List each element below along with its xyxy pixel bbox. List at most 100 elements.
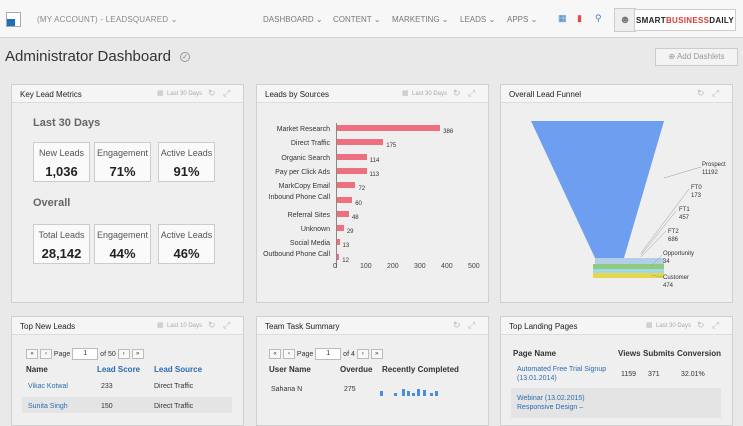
funnel-stage: [593, 269, 664, 273]
bar-category-label: Inbound Phone Call: [268, 193, 331, 201]
section-label: Overall: [33, 197, 71, 209]
refresh-icon[interactable]: ↻: [208, 88, 216, 98]
x-tick-label: 0: [333, 263, 337, 270]
next-page-button[interactable]: ›: [117, 349, 130, 359]
bar-value-label: 386: [443, 129, 454, 135]
nav-leads[interactable]: LEADS ⌄: [460, 15, 496, 24]
col-header[interactable]: Views: [618, 349, 641, 358]
expand-icon[interactable]: ⤢: [468, 88, 476, 98]
user-icon[interactable]: ☻: [614, 8, 636, 32]
bar[interactable]: [336, 167, 367, 174]
expand-icon[interactable]: ⤢: [468, 320, 476, 330]
refresh-icon[interactable]: ↻: [697, 88, 705, 98]
page-input[interactable]: 1: [72, 348, 99, 360]
bar-category-label: Market Research: [276, 126, 330, 133]
date-range[interactable]: Last 30 Days: [412, 91, 448, 97]
bar[interactable]: [336, 125, 441, 131]
date-range[interactable]: Last 10 Days: [167, 323, 203, 329]
col-header[interactable]: Lead Score: [97, 365, 141, 374]
leads-by-sources-panel: Leads by Sources ▦ Last 30 Days ↻ ⤢ Mark…: [256, 84, 489, 303]
calendar-icon[interactable]: ▦: [157, 322, 164, 329]
calendar-icon[interactable]: ▦: [157, 90, 164, 97]
date-range[interactable]: Last 30 Days: [167, 91, 203, 97]
check-circle-icon: ✓: [180, 52, 190, 62]
nav-marketing[interactable]: MARKETING ⌄: [392, 15, 449, 24]
bar-value-label: 13: [342, 243, 350, 250]
metric-total-leads: Total Leads 28,142: [33, 224, 90, 264]
brand-watermark: SMARTBUSINESSDAILY: [634, 9, 736, 31]
app-logo-icon[interactable]: [6, 12, 21, 27]
col-header[interactable]: Overdue: [340, 365, 373, 374]
calendar-icon[interactable]: ▦: [646, 322, 653, 329]
prev-page-button[interactable]: ‹: [39, 349, 52, 359]
funnel-label: FT1 457: [679, 207, 690, 221]
views-value: 1159: [621, 371, 637, 378]
nav-apps[interactable]: APPS ⌄: [507, 15, 538, 24]
first-page-button[interactable]: «: [269, 349, 281, 359]
calendar-icon[interactable]: ▦: [558, 13, 567, 23]
landing-page-link[interactable]: Automated Free Trial Signup (13.01.2014): [517, 366, 607, 382]
col-header[interactable]: User Name: [269, 365, 311, 374]
first-page-button[interactable]: «: [26, 349, 38, 359]
bar-category-label: Referral Sites: [287, 211, 330, 219]
col-header[interactable]: Submits: [643, 349, 675, 358]
sparkline-bar: [402, 389, 405, 396]
expand-icon[interactable]: ⤢: [223, 88, 231, 98]
nav-content[interactable]: CONTENT ⌄: [333, 15, 381, 24]
col-header[interactable]: Lead Source: [154, 365, 203, 374]
page-input[interactable]: 1: [315, 348, 342, 360]
lead-name-link[interactable]: Vikac Kotwal: [28, 383, 68, 390]
col-header[interactable]: Page Name: [513, 349, 557, 358]
expand-icon[interactable]: ⤢: [223, 320, 231, 330]
expand-icon[interactable]: ⤢: [712, 88, 720, 98]
funnel-customer: [593, 273, 664, 278]
bar[interactable]: [336, 239, 340, 246]
calendar-icon[interactable]: ▦: [402, 90, 409, 97]
add-dashlets-button[interactable]: ⊕ Add Dashlets: [655, 48, 738, 66]
lead-name-link[interactable]: Sunita Singh: [28, 403, 68, 410]
bar-value-label: 48: [351, 214, 359, 221]
panel-title: Top Landing Pages: [509, 322, 578, 331]
bar[interactable]: [336, 139, 384, 146]
bar[interactable]: [336, 153, 367, 160]
section-label: Last 30 Days: [33, 117, 101, 129]
col-header[interactable]: Name: [26, 365, 48, 374]
pager: « ‹ Page 1 of 50 › »: [26, 348, 144, 360]
bar[interactable]: [336, 196, 353, 203]
col-header[interactable]: Recently Completed: [382, 365, 459, 374]
panel-title: Key Lead Metrics: [20, 90, 82, 99]
next-page-button[interactable]: ›: [356, 349, 369, 359]
col-header[interactable]: Conversion: [677, 349, 722, 358]
sparkline-bar: [407, 391, 410, 396]
page-title: Administrator Dashboard: [5, 48, 171, 65]
bar-value-label: 60: [355, 200, 362, 207]
refresh-icon[interactable]: ↻: [453, 320, 461, 330]
lead-source: Direct Traffic: [154, 403, 194, 410]
landing-page-link[interactable]: Webinar (13.02.2015) Responsive Design –: [517, 395, 585, 411]
metric-new-leads: New Leads 1,036: [33, 142, 90, 182]
bar[interactable]: [336, 225, 344, 232]
refresh-icon[interactable]: ↻: [453, 88, 461, 98]
account-menu[interactable]: (MY ACCOUNT) - LEADSQUARED ⌄: [37, 15, 178, 24]
last-page-button[interactable]: »: [131, 349, 144, 359]
search-icon[interactable]: ⚲: [595, 13, 602, 23]
bar[interactable]: [336, 253, 340, 260]
refresh-icon[interactable]: ↻: [697, 320, 705, 330]
chart-icon[interactable]: ▮: [577, 13, 582, 23]
bar-value-label: 175: [386, 143, 397, 150]
prev-page-button[interactable]: ‹: [282, 349, 295, 359]
pager: « ‹ Page 1 of 4 › »: [269, 348, 383, 360]
conversion-value: 32.01%: [681, 371, 705, 378]
bar[interactable]: [336, 210, 349, 217]
bar[interactable]: [336, 182, 356, 189]
top-new-leads-panel: Top New Leads ▦ Last 10 Days ↻ ⤢ « ‹ Pag…: [11, 316, 244, 426]
last-page-button[interactable]: »: [370, 349, 383, 359]
nav-dashboard[interactable]: DASHBOARD ⌄: [263, 15, 323, 24]
bar-category-label: Outbound Phone Call: [263, 250, 330, 258]
expand-icon[interactable]: ⤢: [712, 320, 720, 330]
panel-title: Overall Lead Funnel: [509, 90, 582, 99]
refresh-icon[interactable]: ↻: [208, 320, 216, 330]
funnel-prospect: [531, 121, 664, 258]
date-range[interactable]: Last 30 Days: [656, 323, 692, 329]
lead-funnel-panel: Overall Lead Funnel ↻ ⤢ Prospect 11192 FT…: [500, 84, 733, 303]
